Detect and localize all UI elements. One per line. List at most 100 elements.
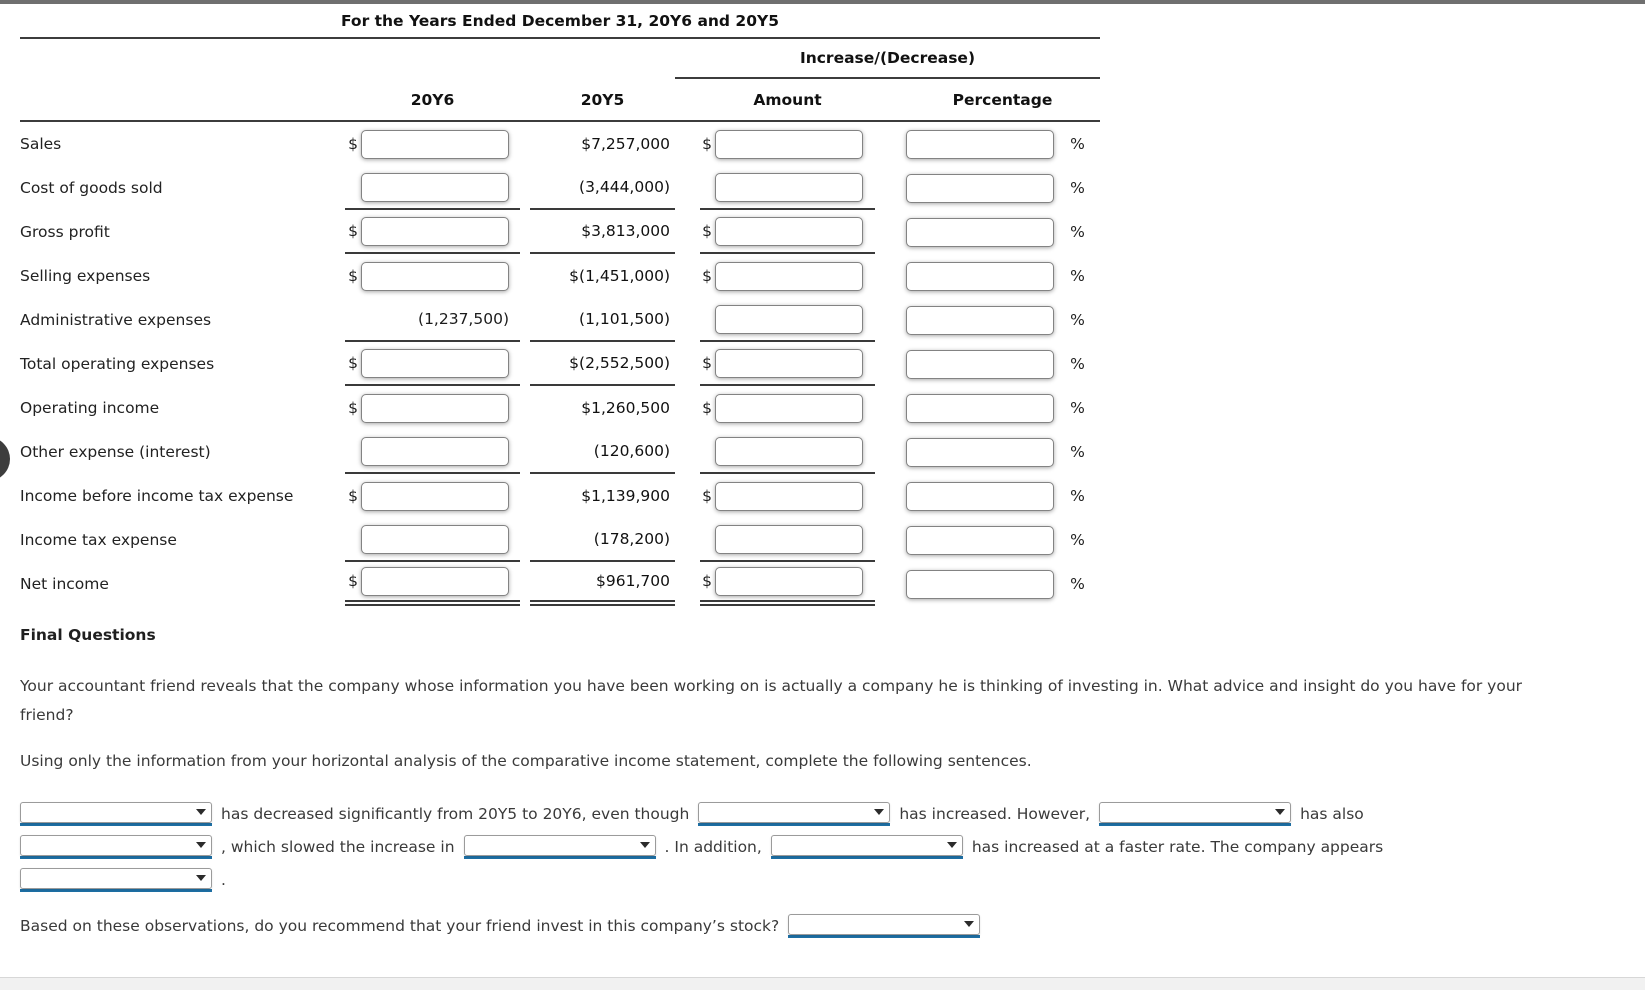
y6-amount-input[interactable]: [361, 436, 509, 466]
y6-amount-input[interactable]: [361, 261, 509, 291]
change-amount-input[interactable]: [715, 524, 863, 554]
change-percentage-input[interactable]: [906, 525, 1054, 555]
change-percentage-input[interactable]: [906, 437, 1054, 467]
y6-amount-input[interactable]: [361, 216, 509, 246]
y6-amount-input[interactable]: [361, 348, 509, 378]
instructions-paragraph: Using only the information from your hor…: [20, 752, 1032, 770]
sentence-segment: , which slowed the increase in: [221, 837, 455, 856]
table-row: Sales $ $7,257,000 $ %: [20, 122, 1100, 166]
y6-static-value: (1,237,500): [418, 310, 509, 328]
left-edge-circle-button[interactable]: [0, 437, 10, 481]
final-questions-heading: Final Questions: [20, 626, 156, 644]
change-amount-input[interactable]: [715, 129, 863, 159]
column-header-percentage: Percentage: [952, 90, 1053, 109]
change-amount-input[interactable]: [715, 304, 863, 334]
cell-percentage: [905, 474, 1055, 518]
row-label: Net income: [20, 575, 109, 593]
row-label: Administrative expenses: [20, 311, 212, 329]
cell-y5: $3,813,000: [530, 210, 675, 254]
cell-percentage: [905, 122, 1055, 166]
cell-amount: $: [700, 386, 875, 430]
change-percentage-input[interactable]: [906, 349, 1054, 379]
dollar-sign: $: [702, 267, 712, 285]
y6-amount-input[interactable]: [361, 172, 509, 202]
change-amount-input[interactable]: [715, 393, 863, 423]
cell-percentage: [905, 342, 1055, 386]
cell-amount: $: [700, 298, 875, 342]
blank-dropdown-3[interactable]: [1099, 801, 1292, 826]
cell-percentage: [905, 298, 1055, 342]
cell-y6: $: [345, 386, 520, 430]
row-label: Gross profit: [20, 223, 110, 241]
dropdown-caret-icon: [196, 875, 206, 881]
change-percentage-input[interactable]: [906, 129, 1054, 159]
y6-amount-input[interactable]: [361, 393, 509, 423]
cell-y6: $: [345, 518, 520, 562]
cell-amount: $: [700, 518, 875, 562]
cell-y5: (120,600): [530, 430, 675, 474]
table-row: Other expense (interest) $ (120,600) $ %: [20, 430, 1100, 474]
cell-y6: $: [345, 342, 520, 386]
percent-sign: %: [1070, 531, 1085, 549]
y6-amount-input[interactable]: [361, 129, 509, 159]
percent-sign: %: [1070, 223, 1085, 241]
change-amount-input[interactable]: [715, 436, 863, 466]
percent-sign: %: [1070, 487, 1085, 505]
change-amount-input[interactable]: [715, 566, 863, 596]
table-row: Administrative expenses (1,237,500) (1,1…: [20, 298, 1100, 342]
change-percentage-input[interactable]: [906, 481, 1054, 511]
cell-y6: $: [345, 474, 520, 518]
dropdown-caret-icon: [946, 842, 957, 848]
cell-y6: $: [345, 210, 520, 254]
top-border-bar: [0, 0, 1645, 4]
percent-sign: %: [1070, 135, 1085, 153]
dollar-sign: $: [702, 135, 712, 153]
cell-percentage: [905, 210, 1055, 254]
change-percentage-input[interactable]: [906, 261, 1054, 291]
cell-y6: $: [345, 430, 520, 474]
sentence-segment: has also: [1300, 804, 1364, 823]
table-row: Selling expenses $ $(1,451,000) $ %: [20, 254, 1100, 298]
change-percentage-input[interactable]: [906, 217, 1054, 247]
cell-percentage: [905, 166, 1055, 210]
change-percentage-input[interactable]: [906, 393, 1054, 423]
cell-y5: $961,700: [530, 562, 675, 606]
blank-dropdown-7[interactable]: [20, 867, 212, 892]
sentence-segment: .: [221, 870, 226, 889]
dropdown-caret-icon: [874, 809, 885, 815]
cell-y5: $(1,451,000): [569, 267, 670, 285]
cell-amount: $: [700, 254, 875, 298]
change-amount-input[interactable]: [715, 172, 863, 202]
blank-dropdown-5[interactable]: [463, 834, 656, 859]
recommend-question: Based on these observations, do you reco…: [20, 916, 780, 935]
cell-y5: (3,444,000): [530, 166, 675, 210]
blank-dropdown-2[interactable]: [698, 801, 891, 826]
recommend-dropdown[interactable]: [788, 913, 981, 938]
change-amount-input[interactable]: [715, 348, 863, 378]
cell-y6: $: [345, 122, 520, 166]
change-amount-input[interactable]: [715, 216, 863, 246]
cell-percentage: [905, 386, 1055, 430]
cell-amount: $: [700, 430, 875, 474]
table-row: Gross profit $ $3,813,000 $ %: [20, 210, 1100, 254]
blank-dropdown-6[interactable]: [770, 834, 963, 859]
cell-amount: $: [700, 474, 875, 518]
table-row: Operating income $ $1,260,500 $ %: [20, 386, 1100, 430]
change-percentage-input[interactable]: [906, 173, 1054, 203]
dropdown-caret-icon: [1275, 809, 1286, 815]
y6-amount-input[interactable]: [361, 566, 509, 596]
change-amount-input[interactable]: [715, 481, 863, 511]
blank-dropdown-4[interactable]: [20, 834, 212, 859]
dropdown-caret-icon: [639, 842, 650, 848]
percent-sign: %: [1070, 399, 1085, 417]
y6-amount-input[interactable]: [361, 481, 509, 511]
row-label: Total operating expenses: [20, 355, 215, 373]
cell-percentage: [905, 562, 1055, 606]
change-percentage-input[interactable]: [906, 569, 1054, 599]
change-amount-input[interactable]: [715, 261, 863, 291]
blank-dropdown-1[interactable]: [20, 801, 212, 826]
dollar-sign: $: [702, 222, 712, 240]
sentence-line-1: has decreased significantly from 20Y5 to…: [20, 801, 1550, 826]
y6-amount-input[interactable]: [361, 524, 509, 554]
change-percentage-input[interactable]: [906, 305, 1054, 335]
